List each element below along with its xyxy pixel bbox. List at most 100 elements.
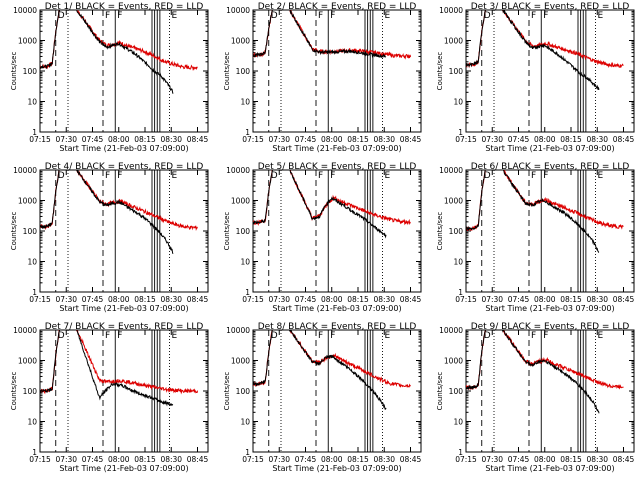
event-marker-label: D [484, 11, 491, 21]
event-marker-label: E [172, 171, 178, 181]
event-marker-label: D [271, 331, 278, 341]
y-tick-label: 100 [23, 387, 38, 396]
x-tick-label: 08:30 [586, 455, 608, 464]
x-tick-label: 08:30 [373, 455, 395, 464]
event-marker-label: F [318, 11, 323, 21]
x-tick-label: 07:45 [82, 135, 104, 144]
y-axis-label: Counts/sec [10, 52, 18, 91]
y-tick-label: 1000 [444, 197, 463, 206]
x-tick-label: 08:30 [160, 295, 182, 304]
x-tick-label: 08:15 [560, 455, 582, 464]
event-marker-label: E [385, 331, 391, 341]
x-axis-label: Start Time (21-Feb-03 07:09:00) [59, 464, 188, 473]
y-tick-label: 100 [236, 387, 251, 396]
x-tick-label: 08:45 [613, 295, 635, 304]
x-tick-label: 08:15 [560, 135, 582, 144]
y-tick-label: 1 [32, 128, 37, 137]
y-axis-label: Counts/sec [223, 212, 231, 251]
y-tick-label: 10 [240, 258, 250, 267]
y-tick-label: 100 [449, 387, 464, 396]
x-tick-label: 08:00 [321, 135, 343, 144]
panel-title: Det 9/ BLACK = Events, RED = LLD [471, 322, 630, 332]
x-tick-label: 08:00 [534, 295, 556, 304]
panel-title: Det 5/ BLACK = Events, RED = LLD [258, 162, 417, 172]
x-tick-label: 08:45 [400, 135, 422, 144]
axes-frame [252, 169, 422, 293]
y-tick-label: 1000 [18, 357, 37, 366]
y-axis-label: Counts/sec [223, 52, 231, 91]
x-tick-label: 07:15 [29, 295, 51, 304]
x-tick-label: 07:15 [242, 135, 264, 144]
axes-frame [465, 9, 635, 133]
series-line-events [466, 170, 600, 253]
series-line-events [40, 10, 174, 94]
x-tick-label: 08:45 [400, 295, 422, 304]
event-marker-label: F [330, 171, 335, 181]
x-tick-label: 08:45 [613, 455, 635, 464]
event-marker-label: F [330, 331, 335, 341]
y-tick-label: 100 [449, 67, 464, 76]
y-tick-label: 1000 [231, 197, 250, 206]
x-axis-label: Start Time (21-Feb-03 07:09:00) [485, 464, 614, 473]
y-tick-label: 10 [27, 98, 37, 107]
y-axis-label: Counts/sec [436, 212, 444, 251]
event-marker-label: F [117, 171, 122, 181]
event-marker-label: F [318, 331, 323, 341]
event-marker-label: F [531, 171, 536, 181]
series-line-lld [40, 10, 198, 72]
event-marker-label: F [105, 11, 110, 21]
event-marker-label: F [105, 171, 110, 181]
x-tick-label: 07:30 [55, 295, 77, 304]
x-tick-label: 08:30 [373, 295, 395, 304]
y-tick-label: 1000 [444, 37, 463, 46]
x-tick-label: 08:00 [108, 455, 130, 464]
event-marker-label: F [117, 11, 122, 21]
panel-title: Det 8/ BLACK = Events, RED = LLD [258, 322, 417, 332]
panel-title: Det 3/ BLACK = Events, RED = LLD [471, 2, 630, 12]
x-tick-label: 07:30 [268, 135, 290, 144]
y-axis-label: Counts/sec [223, 372, 231, 411]
x-tick-label: 08:00 [534, 455, 556, 464]
x-tick-label: 08:15 [134, 135, 156, 144]
x-axis-label: Start Time (21-Feb-03 07:09:00) [485, 304, 614, 313]
y-tick-label: 10 [453, 98, 463, 107]
x-tick-label: 08:00 [321, 295, 343, 304]
x-tick-label: 07:15 [29, 135, 51, 144]
y-tick-label: 10000 [13, 326, 37, 335]
panel-det-5: Det 5/ BLACK = Events, RED = LLD 1 10 100 10… [223, 162, 422, 313]
event-marker-label: F [318, 171, 323, 181]
x-tick-label: 07:30 [481, 295, 503, 304]
y-axis-label: Counts/sec [436, 372, 444, 411]
event-marker-label: F [105, 331, 110, 341]
y-tick-label: 1000 [231, 37, 250, 46]
x-tick-label: 08:15 [347, 295, 369, 304]
x-tick-label: 07:15 [455, 135, 477, 144]
x-tick-label: 07:45 [295, 455, 317, 464]
x-tick-label: 08:45 [613, 135, 635, 144]
y-tick-label: 1000 [18, 37, 37, 46]
x-tick-label: 08:15 [347, 135, 369, 144]
event-marker-label: E [598, 331, 604, 341]
y-tick-label: 1 [458, 448, 463, 457]
event-marker-label: E [598, 171, 604, 181]
event-marker-label: F [330, 11, 335, 21]
y-tick-label: 100 [23, 67, 38, 76]
event-marker-label: D [484, 331, 491, 341]
series-line-events [253, 10, 387, 59]
series-line-events [253, 170, 387, 239]
x-tick-label: 08:00 [534, 135, 556, 144]
axes-frame [465, 169, 635, 293]
series-line-lld [40, 330, 198, 395]
event-marker-label: D [271, 11, 278, 21]
x-axis-label: Start Time (21-Feb-03 07:09:00) [59, 304, 188, 313]
event-marker-label: D [271, 171, 278, 181]
x-tick-label: 08:30 [586, 295, 608, 304]
y-tick-label: 1000 [444, 357, 463, 366]
x-tick-label: 08:45 [187, 135, 209, 144]
axes-frame [39, 169, 209, 293]
x-tick-label: 07:30 [268, 455, 290, 464]
x-tick-label: 08:15 [134, 295, 156, 304]
y-tick-label: 1 [32, 448, 37, 457]
event-marker-label: D [58, 331, 65, 341]
y-tick-label: 10 [453, 418, 463, 427]
